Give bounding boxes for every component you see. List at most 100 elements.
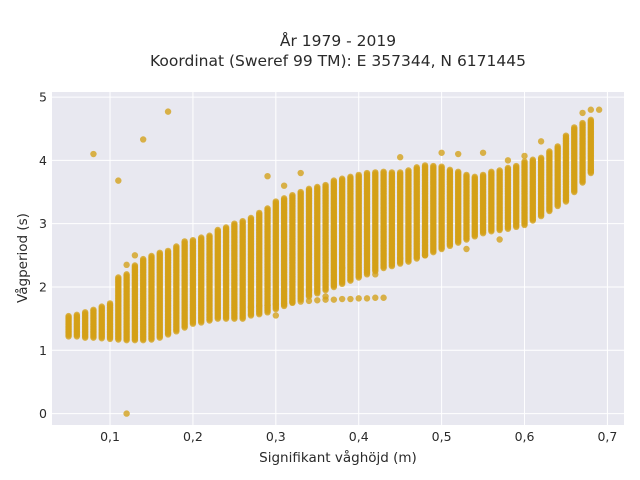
data-point	[380, 168, 387, 175]
outlier-point	[123, 261, 130, 269]
data-point	[471, 173, 478, 181]
data-point	[139, 255, 147, 263]
outlier-point	[131, 252, 139, 259]
data-point	[181, 238, 188, 245]
y-tick-label: 1	[39, 343, 47, 358]
data-point	[239, 217, 246, 225]
outlier-point	[239, 315, 246, 322]
data-point	[305, 185, 313, 193]
x-tick-label: 0,4	[349, 429, 369, 444]
outlier-point	[139, 136, 147, 143]
outlier-point	[455, 150, 462, 158]
outlier-point	[264, 173, 271, 180]
data-point	[222, 224, 230, 231]
data-point	[413, 164, 420, 171]
outlier-point	[297, 169, 304, 177]
outlier-point	[595, 106, 603, 113]
outlier-point	[123, 410, 130, 417]
data-point	[338, 175, 346, 182]
x-tick-label: 0,6	[515, 429, 535, 444]
data-point	[247, 214, 255, 222]
data-point	[148, 252, 155, 260]
x-tick-label: 0,7	[597, 429, 617, 444]
data-point	[513, 162, 520, 170]
x-tick-label: 0,5	[432, 429, 452, 444]
data-point	[280, 300, 288, 307]
data-point	[587, 116, 595, 124]
y-tick-label: 3	[39, 216, 47, 231]
data-point	[338, 295, 346, 303]
outlier-point	[90, 150, 97, 158]
data-point	[421, 162, 429, 169]
data-point	[289, 298, 296, 306]
y-axis-title: Vågperiod (s)	[14, 213, 31, 303]
data-point	[355, 171, 362, 179]
data-point	[347, 295, 354, 303]
data-point	[430, 162, 437, 170]
data-point	[355, 295, 362, 302]
data-point	[297, 298, 304, 305]
outlier-point	[305, 286, 313, 294]
data-point	[106, 300, 114, 307]
data-point	[198, 234, 205, 241]
data-point	[264, 302, 271, 309]
data-point	[546, 148, 553, 155]
y-tick-label: 2	[39, 279, 47, 294]
data-point	[554, 143, 561, 150]
x-tick-label: 0,1	[100, 429, 120, 444]
data-point	[488, 168, 495, 175]
outlier-point	[537, 138, 545, 145]
data-points	[65, 106, 603, 417]
outlier-point	[504, 157, 512, 164]
data-point	[206, 232, 213, 239]
data-point	[496, 167, 503, 174]
y-tick-label: 0	[39, 406, 47, 421]
data-point	[123, 271, 130, 278]
outlier-point	[587, 106, 595, 113]
data-point	[330, 177, 338, 184]
data-point	[115, 274, 122, 281]
outlier-point	[338, 264, 346, 272]
outlier-point	[396, 255, 404, 262]
data-point	[65, 312, 72, 320]
x-tick-label: 0,3	[266, 429, 286, 444]
outlier-point	[322, 293, 329, 300]
data-point	[330, 296, 338, 303]
data-point	[571, 124, 578, 131]
data-point	[156, 249, 163, 256]
data-point	[131, 262, 139, 269]
chart-title: År 1979 - 2019	[280, 31, 396, 50]
data-point	[455, 168, 462, 175]
data-point	[314, 183, 321, 191]
data-point	[438, 163, 445, 170]
data-point	[521, 158, 528, 165]
outlier-point	[463, 245, 470, 253]
data-point	[380, 294, 387, 301]
data-point	[90, 306, 97, 313]
data-point	[289, 191, 296, 199]
data-point	[73, 311, 81, 319]
data-point	[297, 188, 304, 196]
outlier-point	[115, 177, 122, 184]
data-point	[272, 198, 280, 205]
data-point	[562, 132, 570, 139]
data-point	[347, 173, 354, 181]
data-point	[314, 297, 321, 304]
outlier-point	[479, 149, 487, 156]
outlier-point	[521, 152, 528, 160]
data-point	[479, 171, 487, 179]
x-tick-label: 0,2	[183, 429, 203, 444]
y-tick-label: 5	[39, 90, 47, 105]
outlier-point	[438, 149, 445, 156]
data-point	[189, 236, 197, 244]
outlier-point	[372, 271, 379, 278]
data-point	[81, 309, 89, 316]
tick-labels: 0,1 0,2 0,3 0,4 0,5 0,6 0,7 0 1 2 3 4 5	[39, 90, 617, 444]
data-point	[247, 304, 255, 311]
data-point	[396, 169, 404, 176]
data-point	[537, 154, 545, 162]
data-point	[372, 169, 379, 176]
y-tick-label: 4	[39, 153, 47, 168]
data-point	[280, 195, 288, 202]
